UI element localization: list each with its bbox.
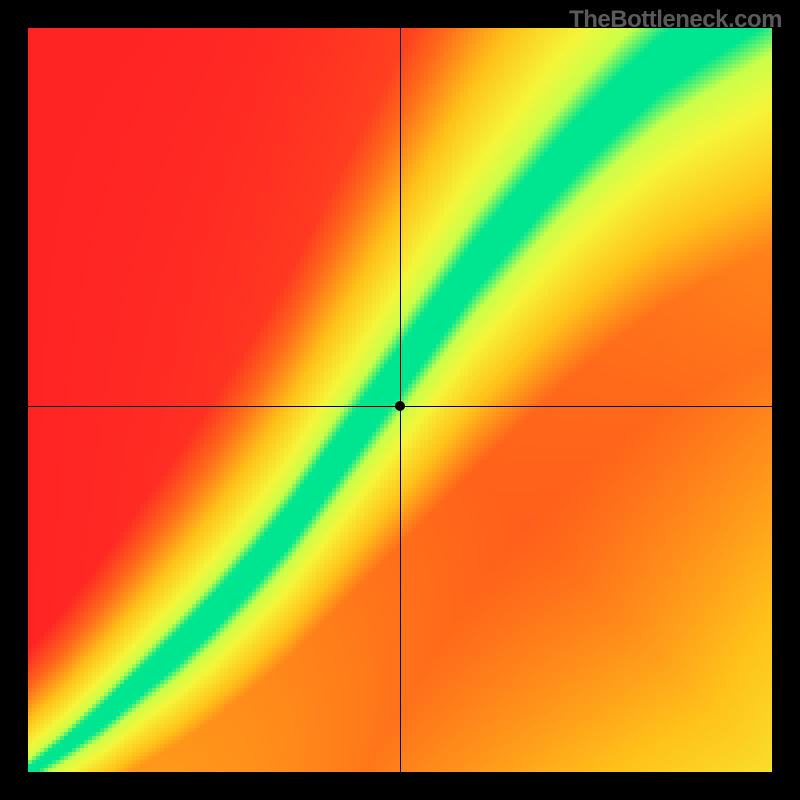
watermark-text: TheBottleneck.com <box>569 6 782 34</box>
heatmap-plot <box>28 28 772 772</box>
chart-container: TheBottleneck.com <box>0 0 800 800</box>
crosshair-marker <box>395 401 405 411</box>
